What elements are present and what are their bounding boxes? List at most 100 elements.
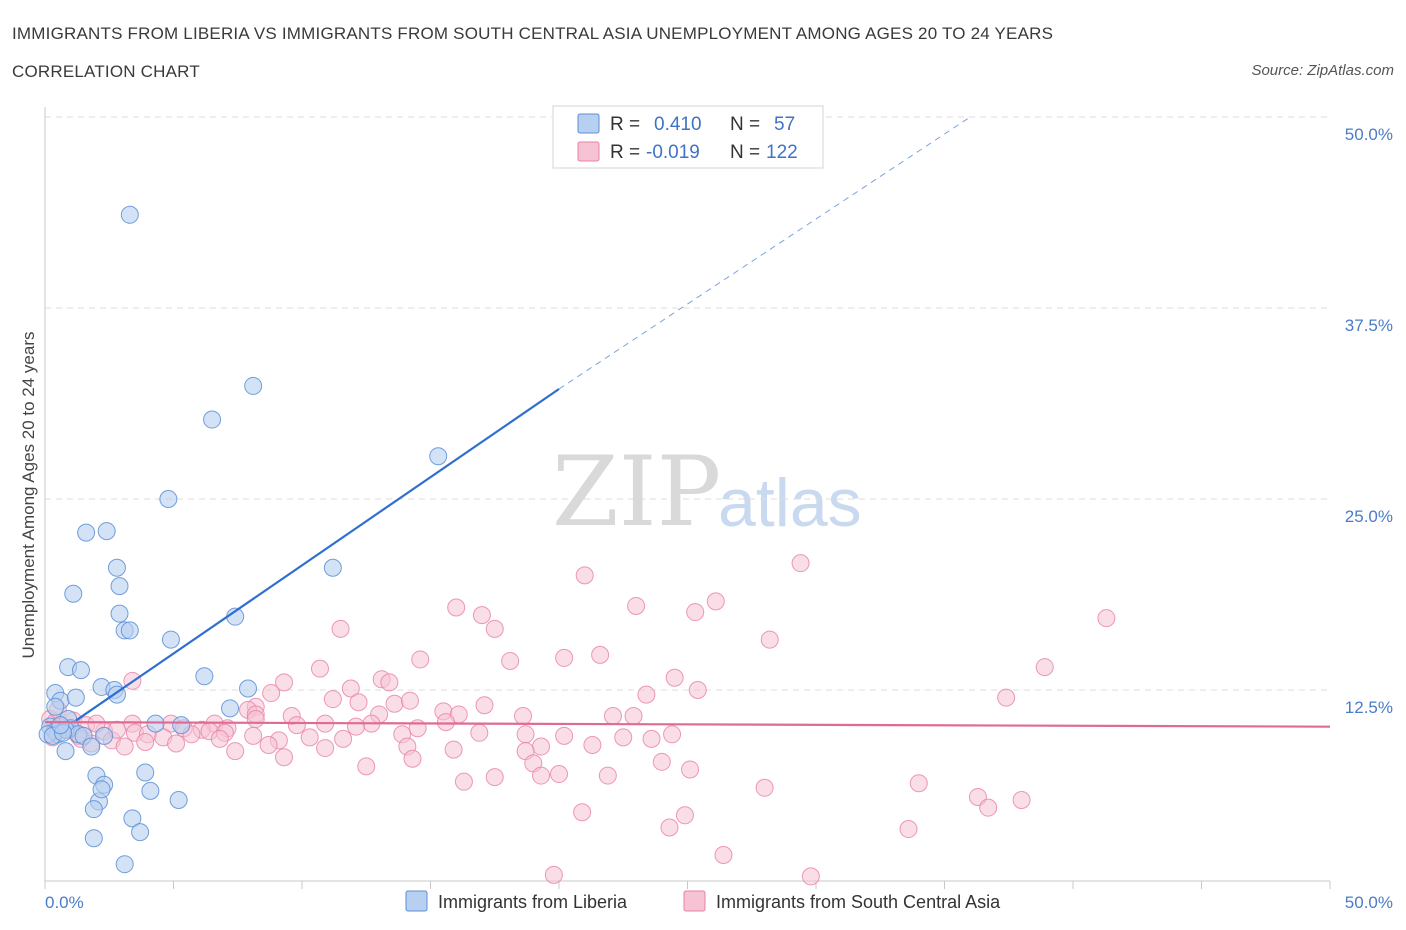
point-liberia-7 (107, 558, 126, 577)
axes-layer (44, 107, 1331, 889)
y-tick-label-0: 12.5% (1345, 698, 1393, 717)
point-south-central-asia-88 (275, 748, 294, 767)
points-liberia (38, 205, 448, 874)
trend-line-liberia (75, 388, 560, 722)
bottom-legend-label-south-central-asia: Immigrants from South Central Asia (716, 892, 1001, 912)
legend-n-label-b: N = (730, 142, 760, 163)
trend-line-south-central-asia (44, 720, 1331, 728)
y-axis-label: Unemployment Among Ages 20 to 24 years (19, 332, 38, 659)
point-south-central-asia-69 (555, 726, 574, 745)
point-south-central-asia-43 (287, 716, 306, 735)
point-south-central-asia-9 (485, 619, 504, 638)
point-south-central-asia-42 (246, 710, 265, 729)
legend-swatch-liberia (577, 113, 600, 134)
point-south-central-asia-31 (400, 691, 419, 710)
watermark-atlas: atlas (718, 465, 862, 541)
point-south-central-asia-62 (244, 726, 263, 745)
point-south-central-asia-105 (675, 806, 694, 825)
point-south-central-asia-0 (791, 554, 810, 573)
point-south-central-asia-3 (706, 592, 725, 611)
point-south-central-asia-95 (550, 765, 568, 784)
chart-subtitle: CORRELATION CHART (12, 62, 200, 81)
point-south-central-asia-52 (408, 719, 427, 738)
x-tick-label-min: 0.0% (45, 893, 84, 912)
point-south-central-asia-93 (485, 768, 504, 787)
point-liberia-43 (56, 742, 75, 761)
point-south-central-asia-30 (475, 696, 494, 715)
point-south-central-asia-19 (665, 668, 684, 687)
legend-r-label-b: R = (610, 142, 640, 163)
watermark-zip: ZIP (552, 436, 721, 548)
series-legend: Immigrants from Liberia Immigrants from … (405, 890, 1001, 912)
point-liberia-44 (136, 763, 155, 782)
legend-swatch-south-central-asia (577, 141, 600, 162)
point-liberia-15 (161, 630, 180, 649)
point-south-central-asia-12 (555, 648, 574, 667)
point-liberia-14 (120, 621, 139, 640)
point-south-central-asia-102 (979, 798, 998, 817)
legend-n-value-b: 122 (766, 142, 798, 163)
point-south-central-asia-68 (516, 725, 535, 744)
point-south-central-asia-104 (573, 803, 592, 822)
point-liberia-17 (71, 661, 90, 680)
chart-title: IMMIGRANTS FROM LIBERIA VS IMMIGRANTS FR… (12, 24, 1054, 43)
point-south-central-asia-80 (226, 742, 245, 761)
point-south-central-asia-81 (259, 736, 278, 755)
point-south-central-asia-103 (1012, 791, 1031, 810)
point-south-central-asia-8 (331, 619, 350, 638)
legend-r-label-a: R = (610, 114, 640, 135)
point-liberia-6 (97, 522, 116, 541)
point-liberia-42 (82, 737, 101, 756)
point-south-central-asia-96 (598, 766, 617, 785)
point-liberia-53 (84, 829, 103, 848)
point-south-central-asia-28 (349, 693, 368, 712)
legend-r-value-b: -0.019 (646, 142, 700, 163)
point-south-central-asia-7 (472, 606, 491, 625)
point-south-central-asia-85 (532, 737, 551, 756)
point-south-central-asia-13 (411, 650, 430, 669)
source-label: Source: ZipAtlas.com (1251, 62, 1394, 79)
point-south-central-asia-98 (454, 772, 473, 791)
point-south-central-asia-94 (532, 766, 551, 785)
point-south-central-asia-26 (997, 688, 1016, 707)
points-south-central-asia (41, 554, 1116, 886)
bottom-legend-label-liberia: Immigrants from Liberia (438, 892, 628, 912)
point-south-central-asia-29 (385, 694, 404, 713)
point-liberia-49 (169, 791, 188, 810)
y-tick-label-2: 37.5% (1345, 316, 1393, 335)
point-liberia-4 (159, 490, 178, 508)
point-south-central-asia-22 (341, 679, 360, 698)
point-liberia-56 (51, 716, 70, 735)
point-liberia-29 (146, 714, 165, 733)
point-liberia-50 (84, 800, 103, 819)
point-liberia-5 (77, 523, 96, 542)
point-liberia-0 (120, 205, 139, 224)
point-south-central-asia-23 (688, 681, 707, 699)
point-liberia-2 (203, 410, 222, 429)
point-south-central-asia-64 (300, 728, 319, 747)
point-south-central-asia-100 (909, 774, 928, 793)
point-liberia-1 (244, 376, 263, 395)
point-south-central-asia-110 (544, 865, 563, 884)
point-south-central-asia-6 (686, 603, 705, 622)
point-south-central-asia-18 (380, 673, 399, 692)
point-liberia-55 (115, 855, 134, 874)
point-liberia-30 (172, 716, 191, 735)
point-liberia-26 (221, 699, 240, 718)
point-south-central-asia-70 (614, 728, 633, 747)
x-tick-label-max: 50.0% (1345, 893, 1393, 912)
point-south-central-asia-92 (357, 757, 376, 776)
point-south-central-asia-24 (637, 685, 656, 704)
point-south-central-asia-65 (334, 729, 353, 748)
point-liberia-10 (64, 584, 83, 603)
point-south-central-asia-38 (514, 706, 533, 725)
grid-layer (45, 116, 1330, 691)
point-south-central-asia-40 (624, 706, 643, 725)
point-south-central-asia-97 (681, 760, 700, 779)
point-liberia-51 (92, 780, 111, 799)
point-liberia-3 (429, 447, 448, 466)
point-south-central-asia-72 (663, 725, 682, 744)
point-south-central-asia-39 (603, 706, 622, 725)
point-south-central-asia-99 (755, 778, 774, 797)
point-south-central-asia-15 (1035, 658, 1054, 677)
